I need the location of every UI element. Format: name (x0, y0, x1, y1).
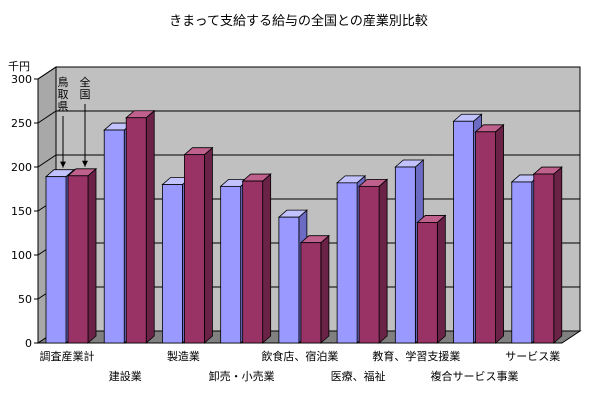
bar-全国-サービス業 (533, 173, 555, 344)
y-tick-label: 0 (25, 337, 32, 350)
x-category-label: サービス業 (505, 350, 560, 363)
x-category-label: 建設業 (109, 369, 142, 383)
bar-鳥取県-卸売・小売業 (220, 185, 242, 344)
bar-全国-建設業-side (145, 109, 155, 344)
x-category-label: 調査産業計 (40, 349, 95, 363)
chart-title: きまって支給する給与の全国との産業別比較 (169, 14, 428, 29)
y-tick-label: 100 (11, 249, 32, 262)
bar-全国-医療、福祉 (358, 185, 380, 344)
bar-全国-卸売・小売業 (242, 180, 264, 344)
bar-鳥取県-複合サービス事業 (453, 120, 474, 344)
x-category-label: 製造業 (167, 349, 200, 363)
y-tick-label: 250 (11, 117, 32, 130)
legend-label-鳥取県: 鳥取県 (58, 75, 69, 113)
bar-全国-教育、学習支援業-side (436, 214, 446, 344)
bar-全国-複合サービス事業 (475, 131, 496, 344)
y-tick-label: 50 (18, 293, 32, 306)
legend-arrow-head (60, 161, 66, 168)
bar-全国-医療、福祉-side (378, 178, 388, 344)
bar-全国-製造業 (184, 154, 205, 344)
y-tick-label: 200 (11, 161, 32, 174)
bar-全国-複合サービス事業-side (495, 123, 504, 344)
bar-鳥取県-建設業 (103, 129, 125, 344)
bar-鳥取県-製造業 (162, 184, 183, 344)
y-tick-label: 300 (11, 73, 32, 86)
bar-鳥取県-サービス業 (511, 181, 533, 344)
y-tick-label: 150 (11, 205, 32, 218)
bar-全国-卸売・小売業-side (262, 173, 272, 344)
x-category-label: 複合サービス事業 (431, 369, 519, 383)
bar-全国-製造業-side (204, 146, 213, 344)
gridline (37, 66, 580, 80)
gridline (37, 154, 580, 168)
x-category-label: 卸売・小売業 (209, 369, 275, 383)
y-axis-unit-label: 千円 (8, 60, 30, 73)
bar-全国-飲食店、宿泊業-side (320, 234, 330, 344)
bar-鳥取県-教育、学習支援業 (394, 166, 416, 344)
bar-全国-飲食店、宿泊業 (300, 242, 322, 344)
bar-全国-サービス業-side (553, 166, 563, 344)
bar-鳥取県-調査産業計 (45, 176, 67, 344)
x-category-label: 医療、福祉 (331, 369, 386, 383)
gridline (37, 110, 580, 124)
bar-全国-調査産業計-side (87, 167, 97, 344)
legend-label-全国: 全国 (80, 75, 91, 101)
bar-鳥取県-医療、福祉 (336, 182, 358, 344)
x-category-label: 教育、学習支援業 (372, 349, 460, 363)
bar-鳥取県-飲食店、宿泊業 (278, 216, 300, 344)
bar-全国-教育、学習支援業 (416, 222, 438, 344)
legend-arrow-head (82, 160, 88, 167)
bar-全国-建設業 (125, 117, 147, 344)
bar-全国-調査産業計 (67, 175, 89, 344)
x-category-label: 飲食店、宿泊業 (261, 349, 338, 363)
